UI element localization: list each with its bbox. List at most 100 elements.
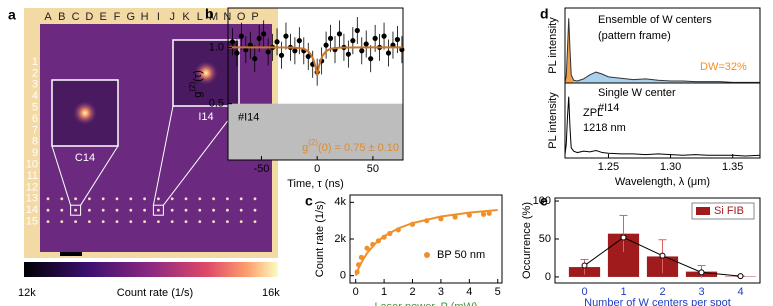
panel-label: b: [205, 6, 214, 22]
model-point: [698, 269, 705, 276]
inset-marker: [152, 204, 164, 216]
data-point: [350, 38, 356, 44]
y-axis-label: Occurrence (%): [521, 202, 533, 279]
data-point: [278, 52, 285, 58]
emitter-spot: [170, 197, 174, 201]
emitter-spot: [115, 220, 119, 224]
x-tick-label: 3: [698, 286, 704, 298]
row-label: 10: [26, 159, 38, 171]
x-tick-label: 5: [495, 286, 501, 298]
inset-connector: [163, 105, 240, 206]
spectrum-line: [564, 96, 761, 157]
x-tick-label: 4: [737, 286, 743, 298]
colorbar: [24, 262, 278, 277]
emitter-spot: [129, 208, 133, 212]
legend-marker: [424, 252, 430, 258]
colorbar-label: Count rate (1/s): [117, 287, 193, 299]
plot-frame: [227, 7, 404, 161]
legend-label: Si FIB: [714, 205, 744, 217]
column-label: D: [85, 11, 93, 23]
emitter-spot: [212, 220, 216, 224]
emitter-spot: [157, 208, 160, 212]
inset-connector: [80, 145, 119, 206]
row-label: 12: [26, 181, 38, 193]
emitter-spot: [239, 197, 243, 201]
model-point: [737, 273, 744, 280]
spectrum-fill: [565, 18, 574, 83]
y-tick-label: 0: [340, 270, 346, 282]
emitter-spot: [74, 220, 77, 224]
y-tick-label: 50: [539, 233, 551, 245]
column-label: C: [72, 11, 80, 23]
column-label: O: [237, 11, 246, 23]
y-tick-label: 0: [545, 271, 551, 283]
data-point: [229, 39, 236, 45]
emitter-spot: [46, 220, 50, 224]
annotation: DW=32%: [700, 61, 747, 73]
x-tick-label: 0: [581, 286, 587, 298]
model-point: [581, 262, 588, 269]
row-label: 8: [32, 136, 38, 148]
panel-label: a: [8, 7, 16, 23]
inset-spot: [194, 61, 218, 85]
emitter-spot: [184, 208, 188, 212]
x-tick-label: 4: [466, 286, 472, 298]
emitter-spot: [184, 197, 188, 201]
y-tick-label: 4k: [334, 196, 346, 208]
data-point: [385, 50, 392, 56]
shaded-region: [228, 103, 403, 160]
column-label: F: [114, 11, 121, 23]
emitter-spot: [46, 197, 50, 201]
data-point: [345, 51, 351, 57]
data-point: [296, 38, 302, 44]
column-label: K: [182, 11, 190, 23]
row-label: 5: [32, 102, 38, 114]
data-point: [261, 31, 267, 37]
x-tick-label: 1.35: [722, 161, 743, 173]
row-label: 9: [32, 147, 38, 159]
x-tick-label: 3: [438, 286, 444, 298]
data-point: [354, 27, 360, 34]
data-point: [363, 41, 369, 47]
x-axis-label: Time, τ (ns): [287, 178, 344, 190]
spectrum-line: [564, 18, 760, 83]
data-point: [234, 50, 240, 56]
tag: #I14: [238, 112, 259, 124]
panel-label: c: [305, 193, 313, 209]
emitter-spot: [101, 197, 105, 201]
data-point: [359, 48, 365, 54]
data-point: [283, 33, 289, 39]
data-point: [466, 212, 472, 218]
row-label: 2: [32, 67, 38, 79]
emitter-spot: [226, 197, 229, 201]
emitter-spot: [115, 208, 119, 212]
x-tick-label: 1.30: [660, 161, 681, 173]
inset-marker: [70, 204, 82, 216]
colorbar-max: 16k: [262, 287, 280, 299]
emitter-spot: [60, 220, 64, 224]
data-point: [364, 245, 370, 251]
column-label: E: [100, 11, 107, 23]
emitter-spot: [101, 208, 105, 212]
data-point: [292, 48, 298, 54]
plot-frame: [554, 197, 761, 284]
row-label: 1: [32, 56, 38, 68]
y-tick-label: 100: [533, 195, 551, 207]
emitter-spot: [239, 208, 243, 212]
column-label: P: [251, 11, 258, 23]
label-base: g: [192, 92, 204, 98]
emitter-spot: [226, 208, 229, 212]
emitter-spot: [253, 208, 257, 212]
emitter-spot: [198, 220, 202, 224]
data-point: [480, 211, 487, 217]
emitter-spot: [198, 197, 202, 201]
x-axis-label: Laser power, P (mW): [374, 301, 477, 306]
label: g(2)(0) = 0.75 ± 0.10: [302, 138, 399, 154]
annotation: Ensemble of W centers: [598, 14, 712, 26]
data-point: [256, 35, 262, 42]
emitter-spot: [143, 220, 147, 224]
column-label: B: [58, 11, 65, 23]
data-point: [336, 31, 343, 37]
data-point: [381, 33, 387, 39]
